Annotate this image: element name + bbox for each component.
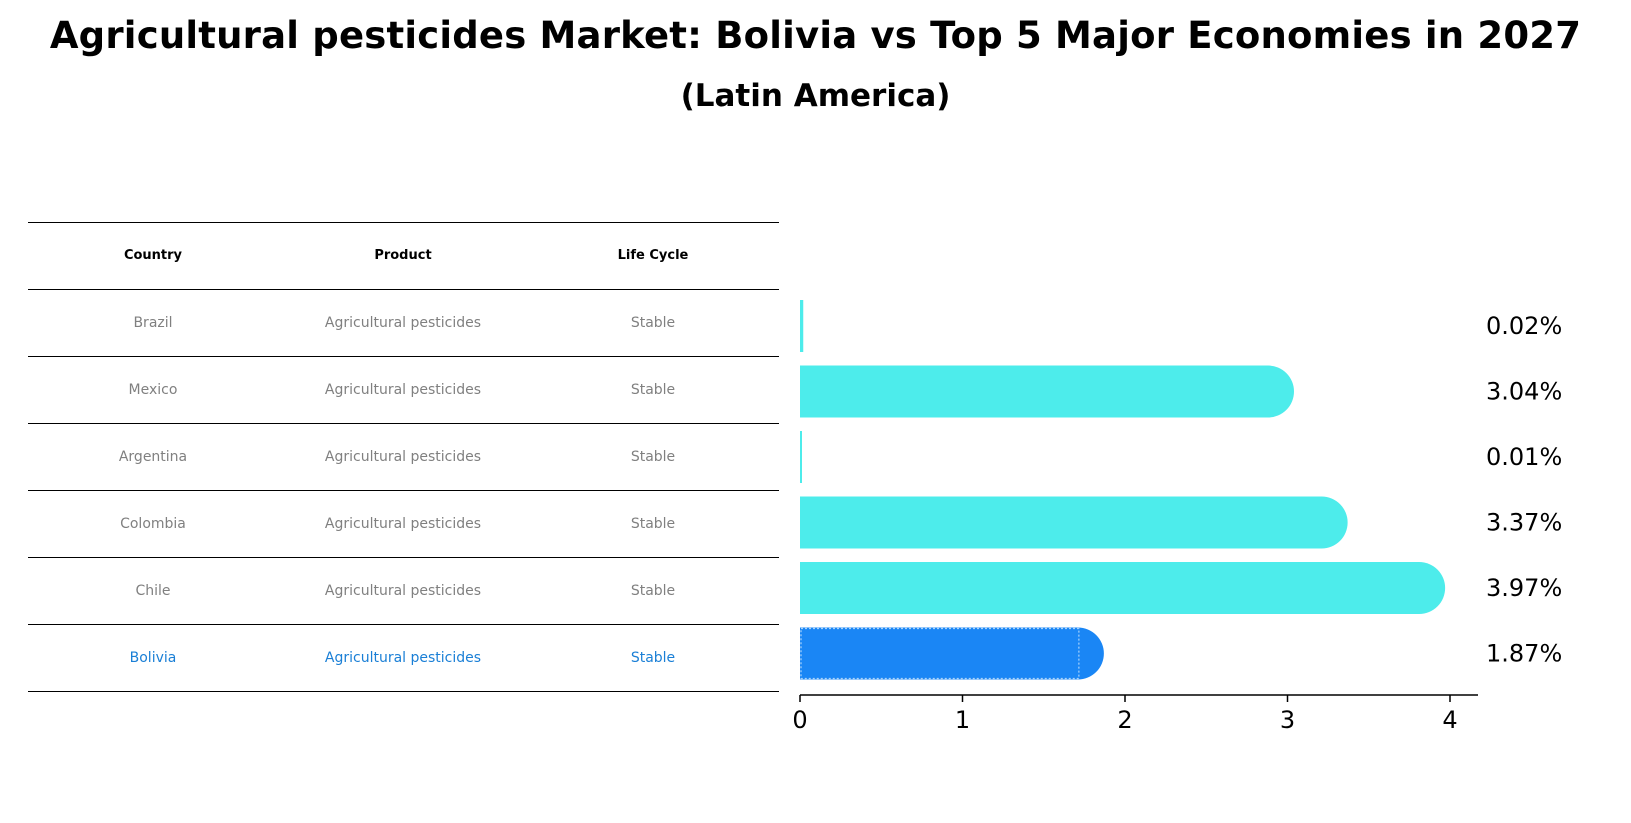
value-label: 0.01% <box>1486 443 1562 471</box>
table-row: Brazil Agricultural pesticides Stable <box>28 290 779 357</box>
life-cycle-cell: Stable <box>630 382 676 398</box>
bar-argentina <box>800 431 802 483</box>
bar-chile <box>800 562 1446 614</box>
product-cell: Agricultural pesticides <box>324 315 482 331</box>
value-label: 0.02% <box>1486 312 1562 340</box>
country-cell: Chile <box>135 583 171 599</box>
value-label: 3.04% <box>1486 378 1562 406</box>
value-label: 3.97% <box>1486 574 1562 602</box>
header-country: Country <box>123 248 183 263</box>
x-tick-label: 2 <box>1117 706 1132 734</box>
header-life-cycle: Life Cycle <box>617 248 689 263</box>
country-cell: Bolivia <box>129 650 177 666</box>
life-cycle-cell: Stable <box>630 583 676 599</box>
data-table: Country Product Life Cycle Brazil Agricu… <box>28 222 779 692</box>
table-header-row: Country Product Life Cycle <box>28 222 779 290</box>
header-product: Product <box>374 248 432 263</box>
chart-subtitle: (Latin America) <box>680 78 951 114</box>
country-cell: Argentina <box>118 449 188 465</box>
bar-brazil <box>800 300 804 352</box>
value-label: 1.87% <box>1486 640 1562 668</box>
country-cell: Mexico <box>128 382 178 398</box>
table-row: Chile Agricultural pesticides Stable <box>28 558 779 625</box>
life-cycle-cell: Stable <box>630 449 676 465</box>
product-cell: Agricultural pesticides <box>324 516 482 532</box>
x-tick-label: 0 <box>792 706 807 734</box>
bar-mexico <box>800 365 1295 418</box>
table-row: Argentina Agricultural pesticides Stable <box>28 424 779 491</box>
country-cell: Brazil <box>133 315 173 331</box>
product-cell: Agricultural pesticides <box>324 382 482 398</box>
life-cycle-cell: Stable <box>630 315 676 331</box>
bar-colombia <box>800 496 1348 549</box>
bar-bolivia <box>800 627 1104 680</box>
table-row: Mexico Agricultural pesticides Stable <box>28 357 779 424</box>
life-cycle-cell: Stable <box>630 516 676 532</box>
country-cell: Colombia <box>120 516 186 532</box>
product-cell: Agricultural pesticides <box>324 449 482 465</box>
table-row-highlighted: Bolivia Agricultural pesticides Stable <box>28 625 779 692</box>
product-cell: Agricultural pesticides <box>324 650 482 666</box>
value-label: 3.37% <box>1486 509 1562 537</box>
x-tick-label: 3 <box>1280 706 1295 734</box>
life-cycle-cell: Stable <box>630 650 676 666</box>
table-row: Colombia Agricultural pesticides Stable <box>28 491 779 558</box>
product-cell: Agricultural pesticides <box>324 583 482 599</box>
chart-title: Agricultural pesticides Market: Bolivia … <box>49 14 1582 57</box>
x-tick-label: 4 <box>1442 706 1457 734</box>
x-tick-label: 1 <box>955 706 970 734</box>
